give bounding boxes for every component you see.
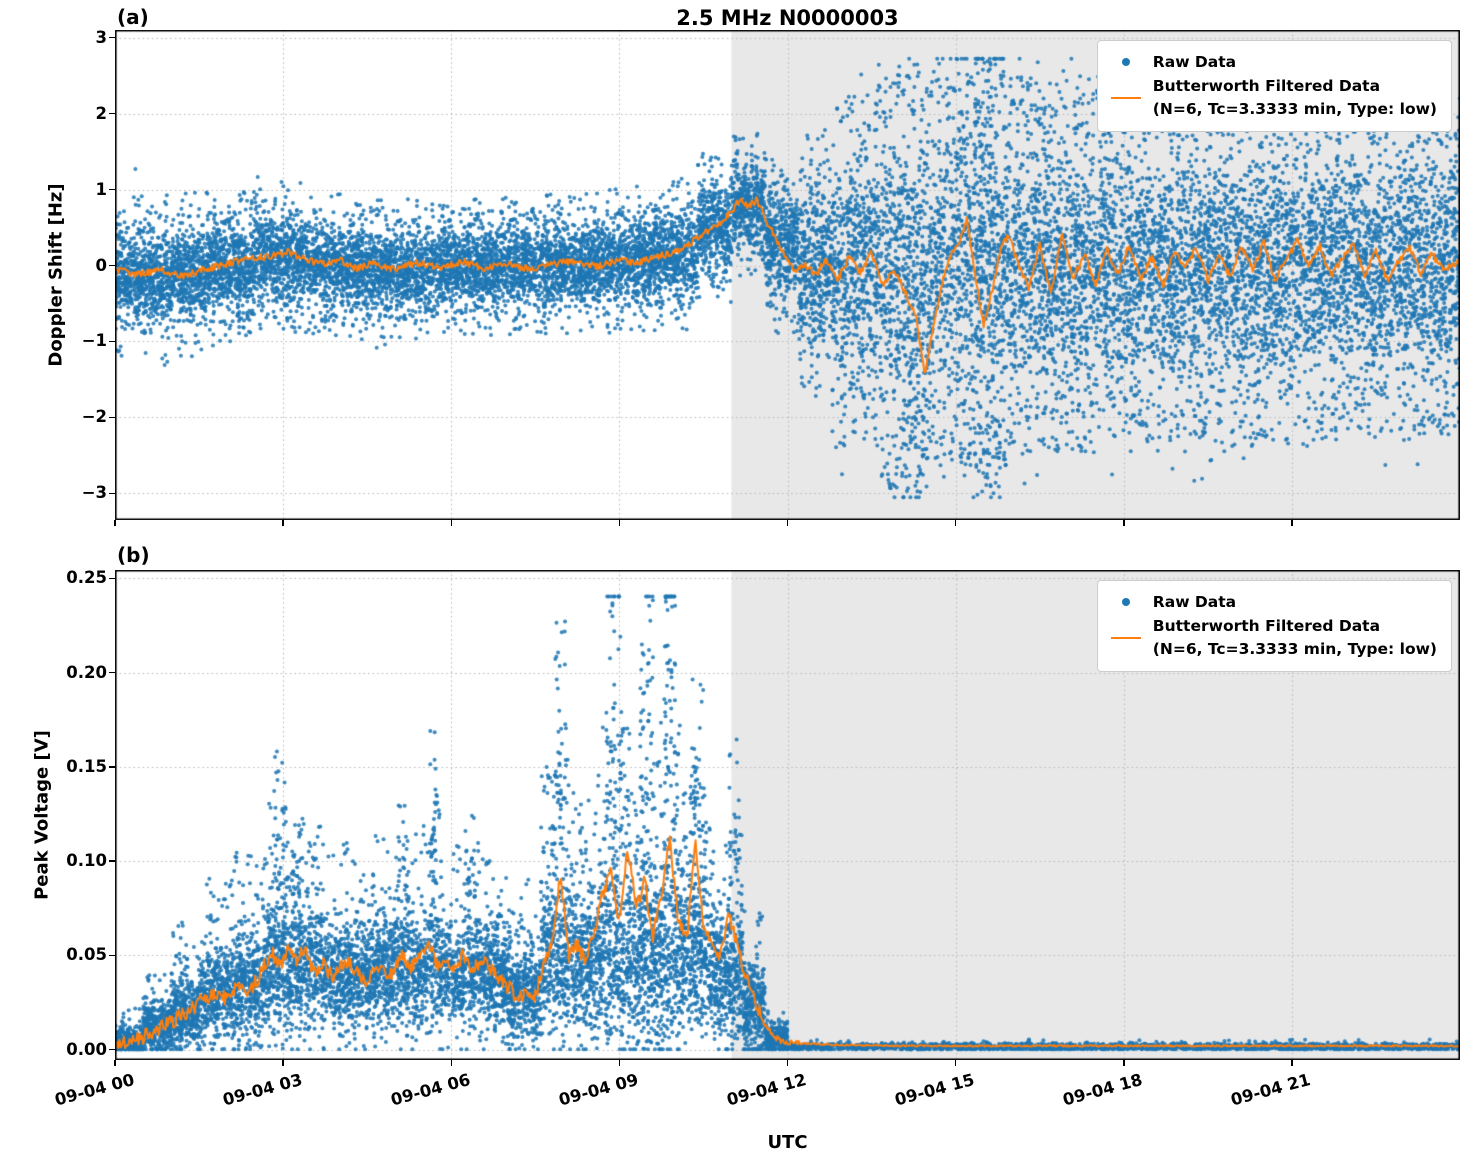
x-tick-label: 09-04 06 xyxy=(388,1070,473,1110)
panel-b-legend: Raw Data Butterworth Filtered Data (N=6, … xyxy=(1096,580,1452,673)
legend-filtered-params: (N=6, Tc=3.3333 min, Type: low) xyxy=(1152,639,1437,658)
y-tick-label: −3 xyxy=(81,483,107,503)
x-tick-label: 09-04 12 xyxy=(724,1070,809,1110)
x-tick-mark xyxy=(282,1060,284,1066)
y-tick-mark xyxy=(109,416,115,419)
y-tick-label: 0.20 xyxy=(66,662,107,682)
y-tick-mark xyxy=(109,188,115,191)
y-tick-mark xyxy=(109,577,115,580)
panel-a-plot-area: Raw Data Butterworth Filtered Data (N=6, … xyxy=(115,30,1460,520)
x-tick-mark xyxy=(1123,1060,1125,1066)
y-tick-mark xyxy=(109,36,115,39)
y-tick-label: 1 xyxy=(95,179,107,199)
y-tick-label: 0.10 xyxy=(66,851,107,871)
x-tick-label: 09-04 18 xyxy=(1061,1070,1145,1110)
y-tick-label: 3 xyxy=(95,27,107,47)
x-tick-mark xyxy=(114,520,116,526)
y-tick-label: −2 xyxy=(81,407,107,427)
x-tick-mark xyxy=(786,1060,789,1066)
x-tick-label: 09-04 03 xyxy=(220,1070,305,1110)
y-tick-mark xyxy=(109,1048,115,1051)
x-tick-label: 09-04 09 xyxy=(556,1070,641,1110)
x-tick-label: 09-04 21 xyxy=(1229,1070,1313,1110)
x-tick-mark xyxy=(450,1060,452,1066)
x-tick-label: 09-04 15 xyxy=(892,1070,977,1110)
panel-b-ylabel: Peak Voltage [V] xyxy=(31,730,53,900)
x-axis-title: UTC xyxy=(767,1132,808,1153)
filtered-data-line-marker-icon xyxy=(1110,636,1141,639)
y-tick-label: 0 xyxy=(95,255,107,275)
legend-filtered-label: Butterworth Filtered Data xyxy=(1152,617,1381,636)
panel-b-plot-area: Raw Data Butterworth Filtered Data (N=6, … xyxy=(115,570,1460,1060)
x-tick-mark xyxy=(1123,520,1125,526)
chart-title: 2.5 MHz N0000003 xyxy=(676,6,899,30)
filtered-data-line-marker-icon xyxy=(1110,96,1141,99)
y-tick-mark xyxy=(109,492,115,495)
x-tick-mark xyxy=(618,1060,621,1066)
y-tick-mark xyxy=(109,766,115,768)
y-tick-mark xyxy=(109,671,115,674)
y-tick-label: 0.15 xyxy=(66,756,107,776)
x-tick-label: 09-04 00 xyxy=(52,1070,136,1110)
legend-filtered-label: Butterworth Filtered Data xyxy=(1152,77,1381,96)
raw-data-dot-marker-icon xyxy=(1121,58,1130,67)
legend-entry-filtered-data: Butterworth Filtered Data (N=6, Tc=3.3333… xyxy=(1108,75,1437,120)
y-tick-mark xyxy=(109,954,115,957)
y-tick-label: 0.25 xyxy=(66,568,107,588)
panel-a-label: (a) xyxy=(117,5,149,29)
x-tick-mark xyxy=(1291,1060,1293,1066)
panel-a-legend: Raw Data Butterworth Filtered Data (N=6, … xyxy=(1096,40,1452,133)
y-tick-mark xyxy=(109,112,115,115)
x-tick-mark xyxy=(786,520,789,526)
legend-entry-filtered-data: Butterworth Filtered Data (N=6, Tc=3.3333… xyxy=(1108,615,1437,660)
legend-entry-raw-data: Raw Data xyxy=(1108,591,1437,613)
x-tick-mark xyxy=(282,520,284,526)
legend-raw-data-label: Raw Data xyxy=(1152,53,1237,71)
y-tick-mark xyxy=(109,860,115,862)
y-tick-mark xyxy=(109,264,115,267)
x-tick-mark xyxy=(618,520,621,526)
legend-raw-data-label: Raw Data xyxy=(1152,593,1237,611)
raw-data-dot-marker-icon xyxy=(1121,598,1130,607)
legend-entry-raw-data: Raw Data xyxy=(1108,51,1437,73)
y-tick-label: 2 xyxy=(95,103,107,123)
x-tick-mark xyxy=(450,520,452,526)
x-tick-mark xyxy=(114,1060,116,1066)
x-tick-mark xyxy=(954,1060,957,1066)
x-tick-mark xyxy=(954,520,957,526)
x-tick-mark xyxy=(1291,520,1293,526)
y-tick-mark xyxy=(109,340,115,343)
y-tick-label: 0.00 xyxy=(66,1039,107,1059)
legend-filtered-params: (N=6, Tc=3.3333 min, Type: low) xyxy=(1152,99,1437,118)
y-tick-label: −1 xyxy=(81,331,107,351)
y-tick-label: 0.05 xyxy=(66,945,107,965)
panel-b-label: (b) xyxy=(117,543,150,567)
